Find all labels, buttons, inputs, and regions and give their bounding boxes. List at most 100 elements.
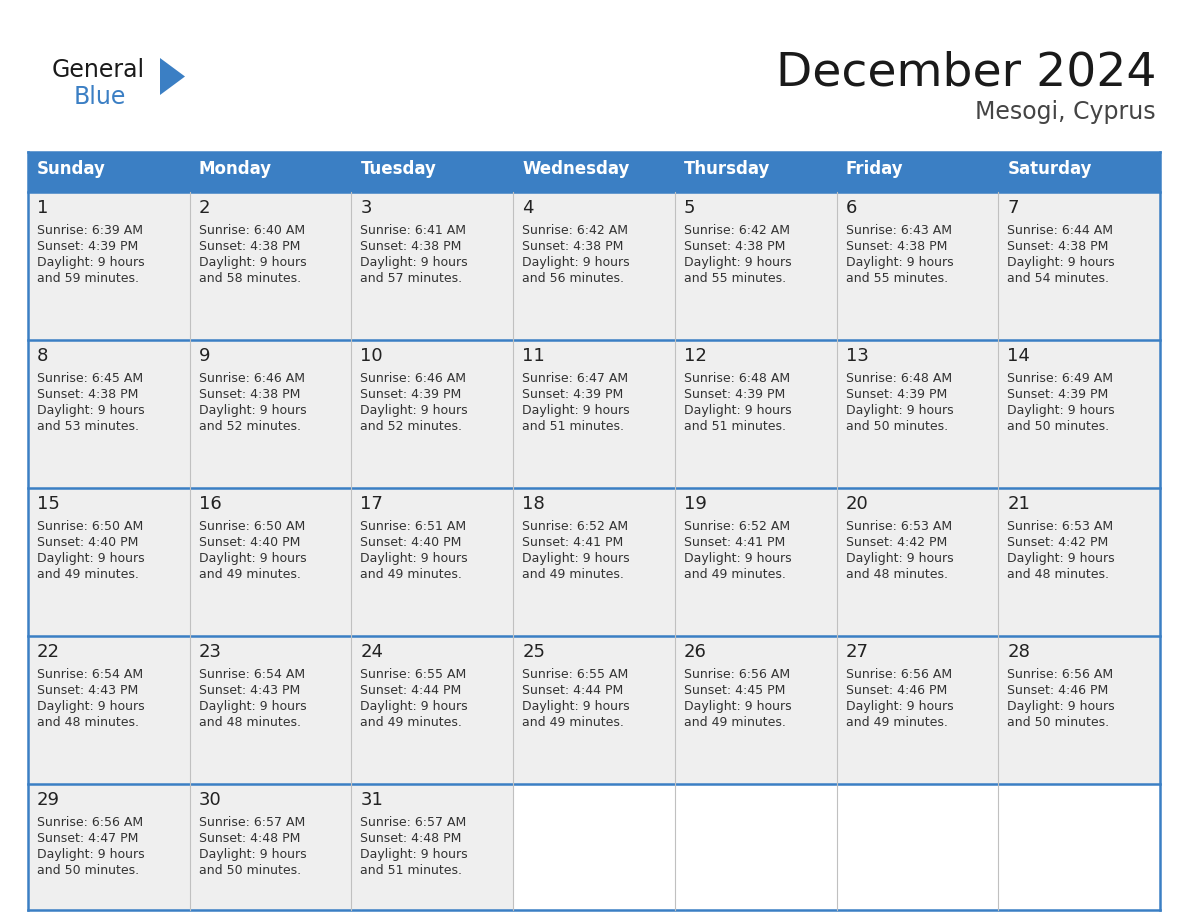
Text: and 58 minutes.: and 58 minutes. <box>198 272 301 285</box>
Text: and 57 minutes.: and 57 minutes. <box>360 272 462 285</box>
Text: Sunrise: 6:52 AM: Sunrise: 6:52 AM <box>523 520 628 533</box>
Text: Daylight: 9 hours: Daylight: 9 hours <box>198 848 307 861</box>
Text: Sunset: 4:39 PM: Sunset: 4:39 PM <box>846 388 947 401</box>
Text: and 54 minutes.: and 54 minutes. <box>1007 272 1110 285</box>
Text: and 51 minutes.: and 51 minutes. <box>523 420 624 433</box>
Text: Sunset: 4:46 PM: Sunset: 4:46 PM <box>846 684 947 697</box>
Text: 6: 6 <box>846 199 857 217</box>
Text: and 49 minutes.: and 49 minutes. <box>684 716 785 729</box>
Text: Sunrise: 6:55 AM: Sunrise: 6:55 AM <box>360 668 467 681</box>
Text: Sunset: 4:48 PM: Sunset: 4:48 PM <box>360 832 462 845</box>
Text: Sunrise: 6:52 AM: Sunrise: 6:52 AM <box>684 520 790 533</box>
Text: Daylight: 9 hours: Daylight: 9 hours <box>846 404 953 417</box>
Text: and 48 minutes.: and 48 minutes. <box>198 716 301 729</box>
Text: Sunrise: 6:44 AM: Sunrise: 6:44 AM <box>1007 224 1113 237</box>
Text: Friday: Friday <box>846 160 903 178</box>
Text: Sunrise: 6:54 AM: Sunrise: 6:54 AM <box>37 668 143 681</box>
Text: Sunset: 4:42 PM: Sunset: 4:42 PM <box>846 536 947 549</box>
Text: Daylight: 9 hours: Daylight: 9 hours <box>523 700 630 713</box>
Text: Daylight: 9 hours: Daylight: 9 hours <box>523 256 630 269</box>
Text: Sunset: 4:39 PM: Sunset: 4:39 PM <box>37 240 138 253</box>
Bar <box>675 784 836 910</box>
Text: Sunset: 4:40 PM: Sunset: 4:40 PM <box>37 536 138 549</box>
Text: and 49 minutes.: and 49 minutes. <box>37 568 139 581</box>
Text: Daylight: 9 hours: Daylight: 9 hours <box>37 552 145 565</box>
Text: 19: 19 <box>684 495 707 513</box>
Text: Sunrise: 6:46 AM: Sunrise: 6:46 AM <box>360 372 467 385</box>
Text: Sunset: 4:45 PM: Sunset: 4:45 PM <box>684 684 785 697</box>
Text: and 50 minutes.: and 50 minutes. <box>37 864 139 877</box>
Text: 4: 4 <box>523 199 533 217</box>
Text: Sunrise: 6:42 AM: Sunrise: 6:42 AM <box>523 224 628 237</box>
Text: and 50 minutes.: and 50 minutes. <box>1007 420 1110 433</box>
Bar <box>29 192 1159 340</box>
Text: Daylight: 9 hours: Daylight: 9 hours <box>1007 700 1114 713</box>
Text: Daylight: 9 hours: Daylight: 9 hours <box>37 700 145 713</box>
Text: Sunrise: 6:55 AM: Sunrise: 6:55 AM <box>523 668 628 681</box>
Text: 11: 11 <box>523 347 545 365</box>
Text: Sunset: 4:46 PM: Sunset: 4:46 PM <box>1007 684 1108 697</box>
Text: Sunrise: 6:45 AM: Sunrise: 6:45 AM <box>37 372 143 385</box>
Text: Daylight: 9 hours: Daylight: 9 hours <box>360 256 468 269</box>
Text: Sunrise: 6:57 AM: Sunrise: 6:57 AM <box>360 816 467 829</box>
Text: Sunrise: 6:43 AM: Sunrise: 6:43 AM <box>846 224 952 237</box>
Text: Sunrise: 6:47 AM: Sunrise: 6:47 AM <box>523 372 628 385</box>
Text: and 52 minutes.: and 52 minutes. <box>360 420 462 433</box>
Text: and 49 minutes.: and 49 minutes. <box>198 568 301 581</box>
Text: 30: 30 <box>198 791 221 809</box>
Text: Daylight: 9 hours: Daylight: 9 hours <box>846 552 953 565</box>
Text: Sunset: 4:41 PM: Sunset: 4:41 PM <box>684 536 785 549</box>
Text: Daylight: 9 hours: Daylight: 9 hours <box>37 256 145 269</box>
Text: and 49 minutes.: and 49 minutes. <box>360 716 462 729</box>
Text: 21: 21 <box>1007 495 1030 513</box>
Text: Sunset: 4:44 PM: Sunset: 4:44 PM <box>360 684 462 697</box>
Text: 7: 7 <box>1007 199 1019 217</box>
Text: and 56 minutes.: and 56 minutes. <box>523 272 624 285</box>
Text: 28: 28 <box>1007 643 1030 661</box>
Text: Sunrise: 6:42 AM: Sunrise: 6:42 AM <box>684 224 790 237</box>
Text: 22: 22 <box>37 643 61 661</box>
Text: Blue: Blue <box>74 85 126 109</box>
Text: and 59 minutes.: and 59 minutes. <box>37 272 139 285</box>
Text: 31: 31 <box>360 791 384 809</box>
Text: Wednesday: Wednesday <box>523 160 630 178</box>
Text: Sunrise: 6:50 AM: Sunrise: 6:50 AM <box>37 520 144 533</box>
Text: and 49 minutes.: and 49 minutes. <box>523 716 624 729</box>
Text: Thursday: Thursday <box>684 160 770 178</box>
Text: and 49 minutes.: and 49 minutes. <box>846 716 948 729</box>
Text: Sunrise: 6:54 AM: Sunrise: 6:54 AM <box>198 668 305 681</box>
Text: Mesogi, Cyprus: Mesogi, Cyprus <box>975 100 1156 124</box>
Text: Sunset: 4:38 PM: Sunset: 4:38 PM <box>198 240 301 253</box>
Text: and 50 minutes.: and 50 minutes. <box>198 864 301 877</box>
Text: Daylight: 9 hours: Daylight: 9 hours <box>523 552 630 565</box>
Bar <box>29 636 1159 784</box>
Text: Monday: Monday <box>198 160 272 178</box>
Text: Sunrise: 6:56 AM: Sunrise: 6:56 AM <box>846 668 952 681</box>
Text: and 50 minutes.: and 50 minutes. <box>846 420 948 433</box>
Text: Daylight: 9 hours: Daylight: 9 hours <box>360 552 468 565</box>
Text: 8: 8 <box>37 347 49 365</box>
Text: Sunrise: 6:53 AM: Sunrise: 6:53 AM <box>846 520 952 533</box>
Text: Sunset: 4:38 PM: Sunset: 4:38 PM <box>360 240 462 253</box>
Text: 20: 20 <box>846 495 868 513</box>
Text: and 52 minutes.: and 52 minutes. <box>198 420 301 433</box>
Text: Sunset: 4:43 PM: Sunset: 4:43 PM <box>37 684 138 697</box>
Text: Daylight: 9 hours: Daylight: 9 hours <box>684 256 791 269</box>
Text: Sunrise: 6:48 AM: Sunrise: 6:48 AM <box>846 372 952 385</box>
Text: 14: 14 <box>1007 347 1030 365</box>
Text: Daylight: 9 hours: Daylight: 9 hours <box>1007 552 1114 565</box>
Text: and 49 minutes.: and 49 minutes. <box>523 568 624 581</box>
Text: Sunset: 4:38 PM: Sunset: 4:38 PM <box>684 240 785 253</box>
Bar <box>836 784 998 910</box>
Text: Daylight: 9 hours: Daylight: 9 hours <box>198 256 307 269</box>
Text: and 50 minutes.: and 50 minutes. <box>1007 716 1110 729</box>
Text: and 51 minutes.: and 51 minutes. <box>360 864 462 877</box>
Text: and 48 minutes.: and 48 minutes. <box>846 568 948 581</box>
Text: 15: 15 <box>37 495 59 513</box>
Bar <box>998 784 1159 910</box>
Text: Sunrise: 6:56 AM: Sunrise: 6:56 AM <box>37 816 143 829</box>
Text: Sunset: 4:42 PM: Sunset: 4:42 PM <box>1007 536 1108 549</box>
Text: Sunset: 4:47 PM: Sunset: 4:47 PM <box>37 832 138 845</box>
Text: Sunrise: 6:48 AM: Sunrise: 6:48 AM <box>684 372 790 385</box>
Bar <box>29 488 1159 636</box>
